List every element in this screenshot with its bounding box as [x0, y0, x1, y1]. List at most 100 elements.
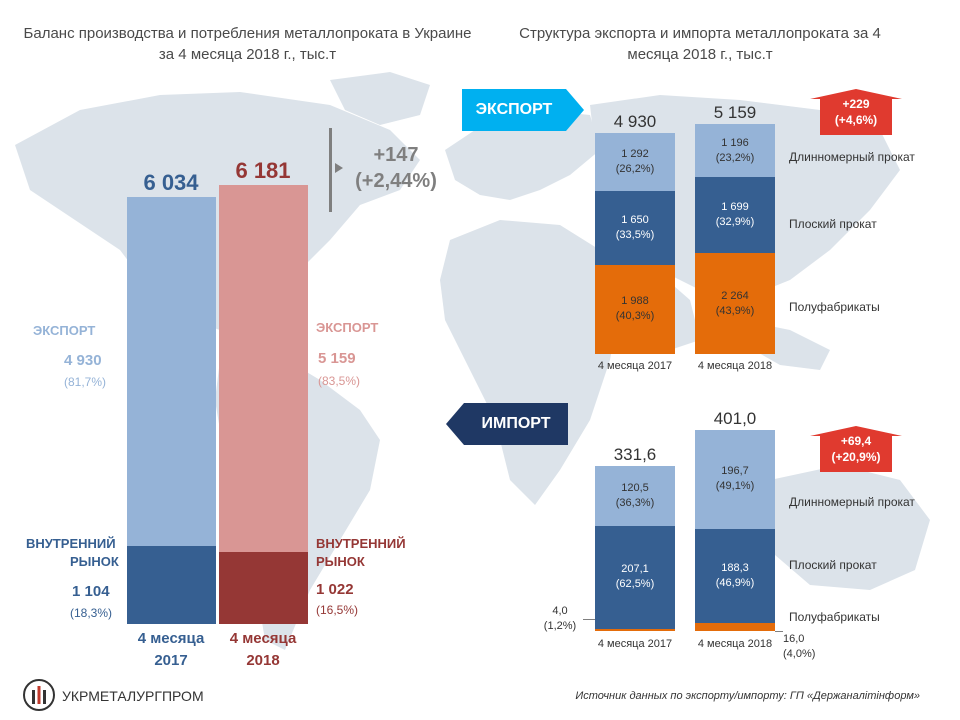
import-semi-2018-pct: (4,0%) [783, 648, 816, 660]
export-total-2017: 4 930 [613, 112, 657, 131]
export-segment-value: 1 699 [721, 201, 749, 214]
import-segment-flat-0: 207,1 (62,5%) [595, 525, 675, 630]
left-xlabel-2018-line2: 2018 [246, 652, 280, 669]
domestic-2018-value: 1 022 [316, 581, 354, 598]
total-2017: 6 034 [143, 170, 199, 195]
export-segment-long-0: 1 292 (26,2%) [595, 133, 675, 191]
left-xlabel-2018: 4 месяца 2018 [213, 628, 313, 672]
left-xlabel-2017-line1: 4 месяца [137, 630, 205, 647]
domestic-2017-value: 1 104 [72, 583, 110, 600]
left-xlabel-2017-line2: 2017 [154, 652, 188, 669]
left-xlabel-2018-line1: 4 месяца [229, 630, 297, 647]
export-segment-pct: (33,5%) [615, 228, 655, 241]
logo-text: УКРМЕТАЛУРГПРОМ [62, 688, 204, 704]
import-segment-pct: (46,9%) [715, 576, 755, 589]
import-segment-label: 196,7 (49,1%) [695, 464, 775, 494]
export-xlabel-2017: 4 месяца 2017 [597, 360, 673, 372]
import-bar-2017: 207,1 (62,5%) 120,5 (36,3%) [595, 466, 675, 631]
export-cat-semi: Полуфабрикаты [789, 300, 880, 314]
total-2018: 6 181 [235, 158, 291, 183]
export-2017-value: 4 930 [64, 352, 102, 369]
import-segment-value: 196,7 [721, 465, 749, 478]
import-segment-value: 188,3 [721, 561, 749, 574]
left-chart-title: Баланс производства и потребления металл… [23, 25, 472, 63]
export-segment-long-1: 1 196 (23,2%) [695, 124, 775, 178]
import-segment-semi-1 [695, 622, 775, 631]
import-segment-flat-1: 188,3 (46,9%) [695, 528, 775, 623]
import-total-2018: 401,0 [713, 409, 757, 428]
export-bar-2018: 2 264 (43,9%) 1 699 (32,9%) 1 196 (23,2%) [695, 124, 775, 354]
import-segment-label: 188,3 (46,9%) [695, 561, 775, 591]
export-2018-label: ЭКСПОРТ [316, 320, 379, 335]
export-bar-2017: 1 988 (40,3%) 1 650 (33,5%) 1 292 (26,2%) [595, 133, 675, 354]
import-segment-pct: (62,5%) [615, 578, 655, 591]
export-segment-value: 1 988 [621, 295, 649, 308]
domestic-2018-label-2: РЫНОК [316, 554, 365, 569]
change-abs: +147 [373, 144, 419, 166]
export-total-2018: 5 159 [713, 103, 757, 122]
export-2018-pct: (83,5%) [318, 374, 361, 388]
export-segment-label: 2 264 (43,9%) [695, 289, 775, 319]
import-semi-2018-label: 16,0 (4,0%) [783, 632, 833, 662]
bar-export-2018 [219, 185, 308, 552]
import-segment-long-0: 120,5 (36,3%) [595, 466, 675, 526]
import-cat-flat: Плоский прокат [789, 558, 877, 572]
import-segment-semi-0 [595, 629, 675, 631]
export-segment-pct: (40,3%) [615, 310, 655, 323]
left-xlabel-2017: 4 месяца 2017 [121, 628, 221, 672]
export-2017-pct: (81,7%) [64, 375, 107, 389]
export-segment-label: 1 292 (26,2%) [595, 147, 675, 177]
import-semi-2018-leader [775, 631, 783, 632]
export-segment-value: 2 264 [721, 289, 749, 302]
export-cat-long: Длинномерный прокат [789, 150, 915, 164]
change-bracket [329, 128, 332, 212]
import-segment-pct: (49,1%) [715, 480, 755, 493]
import-total-2017: 331,6 [613, 445, 657, 464]
import-semi-2018-value: 16,0 [783, 633, 805, 645]
import-banner-shape [446, 403, 568, 445]
import-semi-2017-value: 4,0 [552, 605, 568, 617]
import-xlabel-2018: 4 месяца 2018 [697, 638, 773, 650]
import-badge-line2: (+20,9%) [831, 450, 881, 464]
domestic-2017-label-1: ВНУТРЕННИЙ [26, 536, 116, 551]
export-segment-pct: (23,2%) [715, 151, 755, 164]
logo-icon [23, 679, 55, 711]
export-segment-value: 1 196 [721, 136, 749, 149]
export-segment-flat-0: 1 650 (33,5%) [595, 190, 675, 265]
domestic-2017-pct: (18,3%) [70, 606, 113, 620]
import-segment-value: 120,5 [621, 481, 649, 494]
change-arrow-icon [335, 163, 343, 173]
export-badge-line1: +229 [842, 97, 870, 111]
import-badge-line1: +69,4 [840, 434, 872, 448]
domestic-2018-label-1: ВНУТРЕННИЙ [316, 536, 406, 551]
export-banner-shape [462, 89, 584, 131]
import-segment-value: 207,1 [621, 563, 649, 576]
export-segment-label: 1 699 (32,9%) [695, 200, 775, 230]
right-chart-title: Структура экспорта и импорта металлопрок… [519, 25, 881, 63]
import-semi-2017-label: 4,0 (1,2%) [540, 604, 580, 634]
export-segment-semi-1: 2 264 (43,9%) [695, 253, 775, 354]
import-bar-2018: 188,3 (46,9%) 196,7 (49,1%) [695, 430, 775, 631]
export-xlabel-2018: 4 месяца 2018 [697, 360, 773, 372]
import-cat-long: Длинномерный прокат [789, 495, 915, 509]
import-semi-2017-pct: (1,2%) [543, 620, 577, 632]
import-segment-pct: (36,3%) [615, 496, 655, 509]
export-segment-semi-0: 1 988 (40,3%) [595, 264, 675, 354]
export-segment-value: 1 292 [621, 147, 649, 160]
export-cat-flat: Плоский прокат [789, 217, 877, 231]
bar-export-2017 [127, 197, 216, 546]
export-segment-value: 1 650 [621, 213, 649, 226]
source-note: Источник данных по экспорту/импорту: ГП … [575, 690, 920, 702]
export-badge-arrow-icon [810, 89, 902, 135]
domestic-2017-label-2: РЫНОК [70, 554, 119, 569]
import-banner: ИМПОРТ [481, 415, 551, 432]
import-badge-arrow-icon [810, 426, 902, 472]
import-segment-long-1: 196,7 (49,1%) [695, 430, 775, 529]
import-badge: +69,4 (+20,9%) [820, 433, 892, 465]
export-segment-label: 1 196 (23,2%) [695, 136, 775, 166]
export-segment-pct: (43,9%) [715, 304, 755, 317]
import-cat-semi: Полуфабрикаты [789, 610, 880, 624]
export-2017-label: ЭКСПОРТ [33, 323, 96, 338]
export-banner: ЭКСПОРТ [475, 101, 553, 118]
export-segment-pct: (32,9%) [715, 216, 755, 229]
